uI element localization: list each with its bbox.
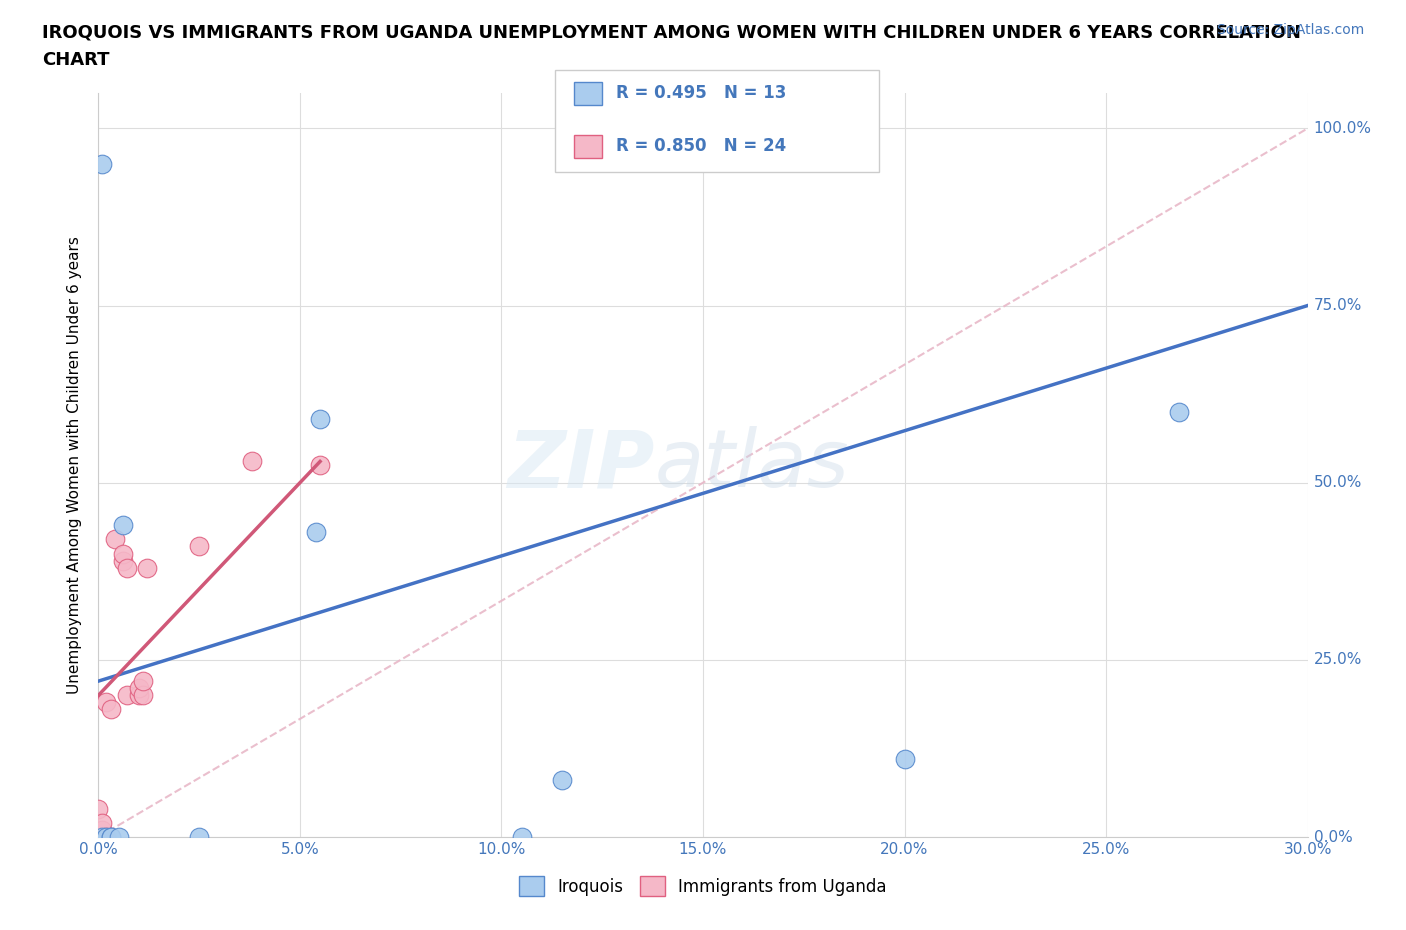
- Point: [107, 830, 129, 844]
- Text: 75.0%: 75.0%: [1313, 299, 1362, 313]
- Point: [188, 830, 211, 844]
- Point: [115, 688, 138, 703]
- Point: [309, 458, 332, 472]
- Point: [309, 411, 332, 426]
- Point: [188, 539, 211, 554]
- Point: [91, 156, 114, 171]
- Point: [87, 830, 110, 844]
- Legend: Iroquois, Immigrants from Uganda: Iroquois, Immigrants from Uganda: [512, 870, 894, 903]
- Point: [551, 773, 574, 788]
- Text: 100.0%: 100.0%: [1313, 121, 1372, 136]
- Point: [510, 830, 533, 844]
- Point: [132, 688, 155, 703]
- Text: R = 0.495   N = 13: R = 0.495 N = 13: [616, 85, 786, 102]
- Point: [96, 695, 118, 710]
- Text: 50.0%: 50.0%: [1313, 475, 1362, 490]
- Point: [87, 830, 110, 844]
- Point: [128, 688, 150, 703]
- Point: [96, 830, 118, 844]
- Point: [91, 830, 114, 844]
- Point: [91, 816, 114, 830]
- Point: [91, 830, 114, 844]
- Point: [87, 802, 110, 817]
- Point: [111, 546, 134, 561]
- Point: [893, 751, 915, 766]
- Point: [135, 560, 157, 575]
- Text: IROQUOIS VS IMMIGRANTS FROM UGANDA UNEMPLOYMENT AMONG WOMEN WITH CHILDREN UNDER : IROQUOIS VS IMMIGRANTS FROM UGANDA UNEMP…: [42, 23, 1301, 41]
- Point: [100, 702, 122, 717]
- Point: [1167, 405, 1189, 419]
- Y-axis label: Unemployment Among Women with Children Under 6 years: Unemployment Among Women with Children U…: [67, 236, 83, 694]
- Text: Source: ZipAtlas.com: Source: ZipAtlas.com: [1216, 23, 1364, 37]
- Point: [103, 532, 125, 547]
- Point: [240, 454, 263, 469]
- Text: atlas: atlas: [655, 426, 849, 504]
- Point: [87, 830, 110, 844]
- Point: [111, 518, 134, 533]
- Point: [100, 830, 122, 844]
- Point: [100, 830, 122, 844]
- Text: 25.0%: 25.0%: [1313, 652, 1362, 668]
- Point: [91, 822, 114, 837]
- Point: [305, 525, 328, 539]
- Text: R = 0.850   N = 24: R = 0.850 N = 24: [616, 138, 786, 155]
- Text: 0.0%: 0.0%: [1313, 830, 1353, 844]
- Point: [111, 553, 134, 568]
- Text: ZIP: ZIP: [508, 426, 655, 504]
- Point: [128, 681, 150, 696]
- Point: [115, 560, 138, 575]
- Text: CHART: CHART: [42, 51, 110, 69]
- Point: [96, 830, 118, 844]
- Point: [132, 673, 155, 688]
- Point: [91, 830, 114, 844]
